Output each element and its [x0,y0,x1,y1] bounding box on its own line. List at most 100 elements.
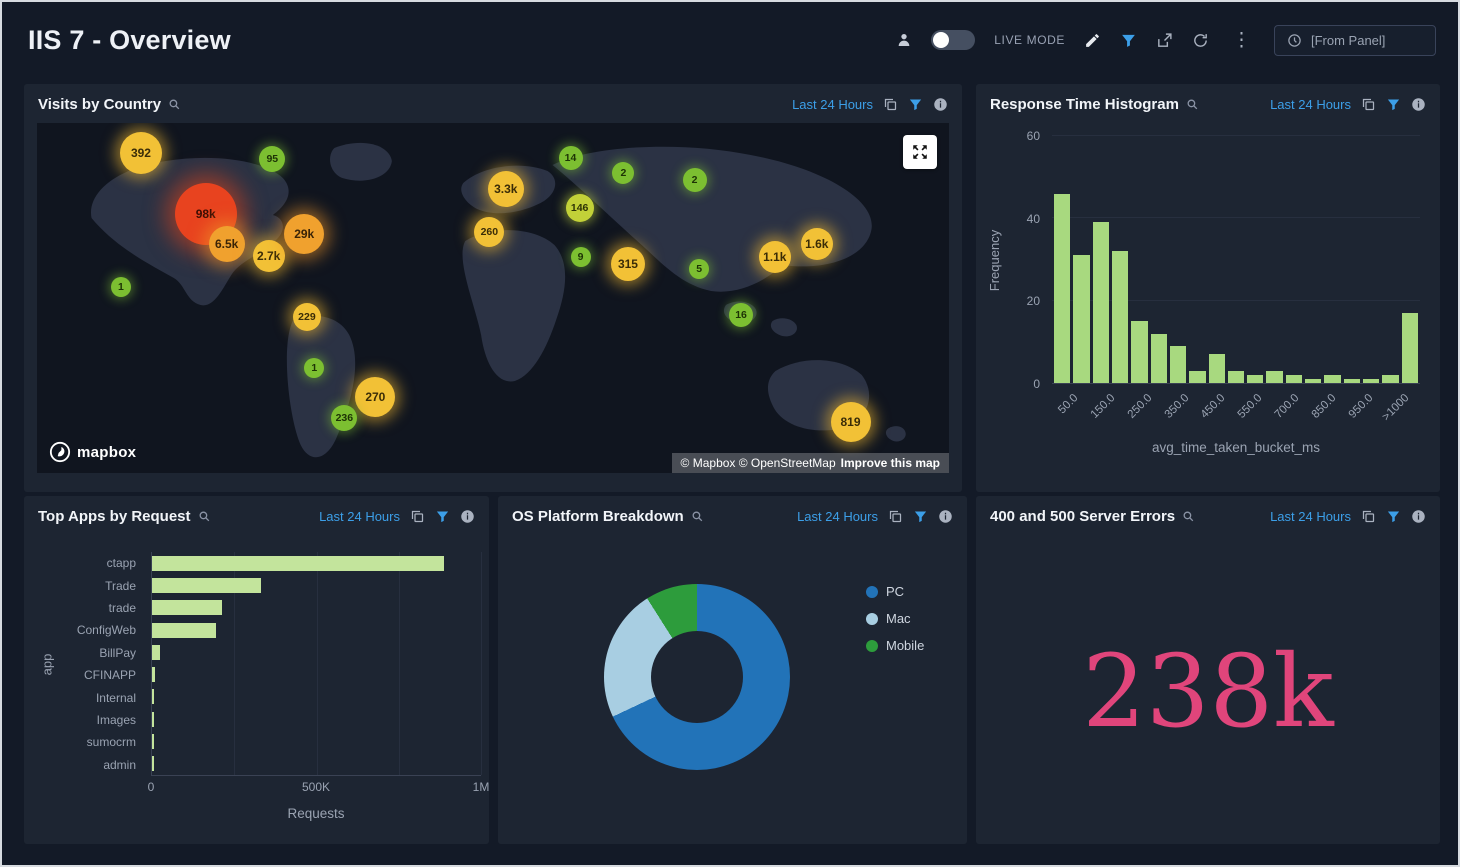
time-range-link[interactable]: Last 24 Hours [319,509,400,524]
info-icon[interactable] [1411,509,1426,524]
map-bubble[interactable]: 315 [610,247,645,282]
panel-filter-icon[interactable] [1386,509,1401,524]
x-tick-label: 1M [472,780,489,794]
panel-header: Response Time Histogram Last 24 Hours [976,84,1440,121]
live-mode-toggle[interactable] [931,30,976,50]
app-bar[interactable] [152,734,154,750]
map-bubble[interactable]: 1.6k [800,228,833,261]
map-bubble[interactable]: 95 [259,146,286,173]
map-bubble[interactable]: 1 [110,277,131,298]
histogram-bar[interactable] [1131,321,1148,383]
app-bar[interactable] [152,577,261,593]
map-bubble[interactable]: 5 [689,258,710,279]
map-bubble[interactable]: 6.5k [208,226,245,263]
histogram-bar[interactable] [1324,374,1341,383]
histogram-bar[interactable] [1208,354,1225,383]
panel-filter-icon[interactable] [435,509,450,524]
info-icon[interactable] [933,97,948,112]
map-bubble[interactable]: 2 [682,168,707,193]
magnifier-icon[interactable] [691,510,704,523]
panel-filter-icon[interactable] [913,509,928,524]
share-icon[interactable] [1156,32,1173,49]
filter-icon[interactable] [1120,32,1137,49]
histogram-bar[interactable] [1266,370,1283,383]
panel-filter-icon[interactable] [1386,97,1401,112]
histogram-bar[interactable] [1247,374,1264,383]
gridlines [1052,135,1420,383]
user-icon[interactable] [896,32,912,48]
info-icon[interactable] [460,509,475,524]
info-icon[interactable] [938,509,953,524]
magnifier-icon[interactable] [1186,98,1199,111]
edit-pencil-icon[interactable] [1084,32,1101,49]
attribution-text[interactable]: © Mapbox © OpenStreetMap [680,456,836,470]
app-bar[interactable] [152,667,155,683]
magnifier-icon[interactable] [198,510,211,523]
mapbox-logo[interactable]: mapbox [49,441,136,463]
app-label: BillPay [99,645,136,660]
improve-map-link[interactable]: Improve this map [840,456,940,470]
histogram-bar[interactable] [1343,378,1360,383]
histogram-bar[interactable] [1092,222,1109,383]
copy-icon[interactable] [1361,509,1376,524]
time-range-link[interactable]: Last 24 Hours [797,509,878,524]
time-range-link[interactable]: Last 24 Hours [1270,97,1351,112]
histogram-bar[interactable] [1169,345,1187,383]
map-bubble[interactable]: 229 [292,302,321,331]
map-bubble[interactable]: 146 [565,194,594,223]
copy-icon[interactable] [1361,97,1376,112]
histogram-bar[interactable] [1227,370,1245,383]
map-bubble[interactable]: 16 [729,303,754,328]
map-bubble[interactable]: 29k [284,213,325,254]
histogram-bar[interactable] [1285,374,1303,383]
histogram-bar[interactable] [1305,378,1322,383]
app-bar[interactable] [152,622,216,638]
histogram-bar[interactable] [1189,370,1206,383]
map-bubble[interactable]: 14 [558,146,583,170]
magnifier-icon[interactable] [168,98,181,111]
app-bar[interactable] [152,689,155,705]
histogram-bar[interactable] [1073,255,1090,383]
info-icon[interactable] [1411,97,1426,112]
histogram-bar[interactable] [1401,313,1418,383]
time-scope-dropdown[interactable]: [From Panel] [1274,24,1436,56]
copy-icon[interactable] [883,97,898,112]
legend-item[interactable]: Mac [866,611,924,626]
more-options-icon[interactable]: ⋮ [1232,29,1251,51]
map-bubble[interactable]: 392 [119,132,162,175]
donut-chart[interactable] [604,584,790,770]
map-bubble[interactable]: 9 [570,247,591,268]
panel-filter-icon[interactable] [908,97,923,112]
map-bubble[interactable]: 2 [612,162,635,185]
dashboard-header: IIS 7 - Overview LIVE MODE ⋮ [From Panel… [2,2,1458,78]
map-bubble[interactable]: 236 [331,405,358,432]
time-range-link[interactable]: Last 24 Hours [1270,509,1351,524]
map-bubble[interactable]: 1.1k [758,241,791,274]
copy-icon[interactable] [888,509,903,524]
magnifier-icon[interactable] [1182,510,1195,523]
map-bubble[interactable]: 260 [474,216,505,247]
histogram-bar[interactable] [1111,251,1129,383]
app-bar[interactable] [152,555,445,571]
app-bar[interactable] [152,644,160,660]
legend-item[interactable]: Mobile [866,638,924,653]
histogram-bar[interactable] [1054,193,1071,383]
map-bubble[interactable]: 1 [304,358,325,378]
app-label: CFINAPP [83,668,136,683]
refresh-icon[interactable] [1192,32,1209,49]
app-bar[interactable] [152,756,154,772]
copy-icon[interactable] [410,509,425,524]
app-bar[interactable] [152,600,222,616]
histogram-bar[interactable] [1363,378,1380,383]
map-bubble[interactable]: 270 [355,377,396,418]
time-range-link[interactable]: Last 24 Hours [792,97,873,112]
expand-map-button[interactable] [903,135,937,169]
world-map[interactable]: 392 95 98k 6.5k 2.7k 29k 3.3k 260 146 14 2 2 9 315 5 1.… [37,123,949,473]
histogram-bar[interactable] [1382,374,1399,383]
map-bubble[interactable]: 2.7k [252,240,285,272]
map-bubble[interactable]: 3.3k [487,171,524,208]
app-bar[interactable] [152,711,155,727]
map-bubble[interactable]: 819 [830,401,871,442]
histogram-bar[interactable] [1150,333,1167,383]
legend-item[interactable]: PC [866,584,924,599]
